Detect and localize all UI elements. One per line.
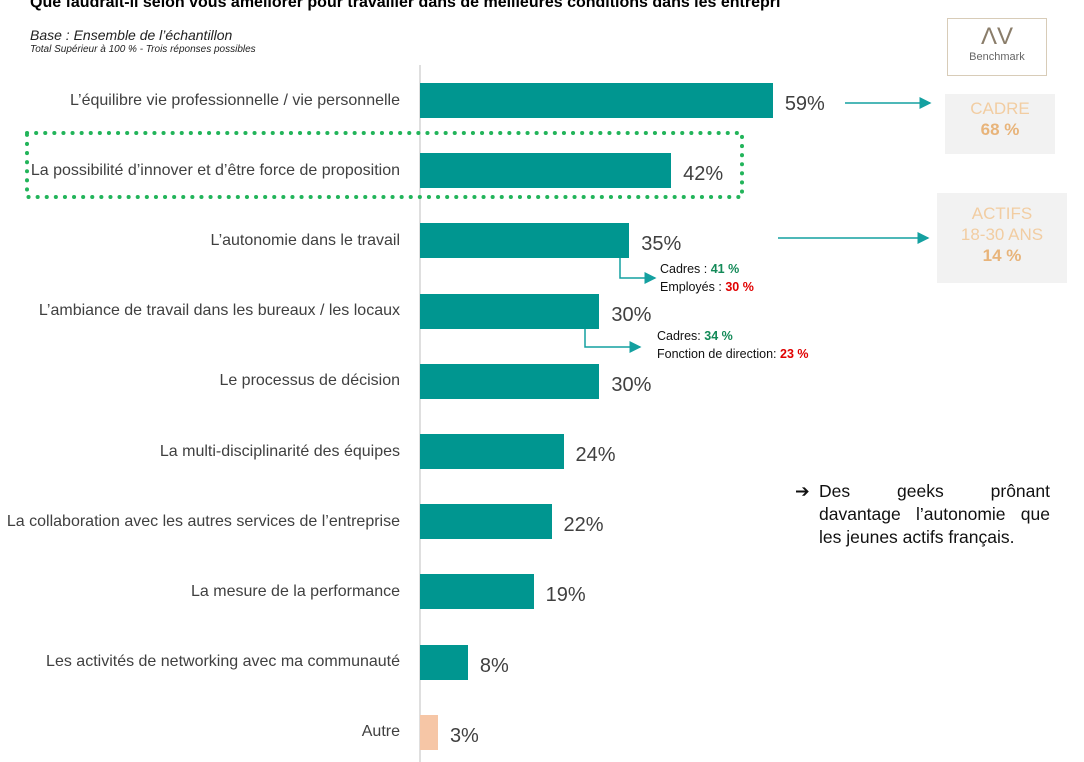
comment-text: Des geeks prônant davantage l’autonomie … — [819, 481, 1050, 547]
category-label: Le processus de décision — [219, 372, 400, 390]
value-label: 59% — [784, 93, 825, 115]
breakdown-value: 41 % — [710, 262, 740, 276]
category-label: La collaboration avec les autres service… — [6, 512, 400, 530]
bar — [420, 644, 468, 680]
bar — [420, 363, 600, 399]
value-label: 35% — [641, 233, 682, 256]
breakdown: Cadres : 41 % Employés : 30 % — [660, 260, 754, 296]
callout-subtitle: 18-30 ANS — [960, 225, 1044, 244]
bar — [420, 574, 534, 610]
category-label: Autre — [361, 723, 400, 741]
value-label: 22% — [563, 514, 604, 537]
bar — [420, 153, 672, 189]
bar — [420, 714, 438, 750]
callout-value: 14 % — [982, 246, 1022, 265]
callout: CADRE 68 % — [945, 94, 1055, 154]
breakdown: Cadres: 34 % Fonction de direction: 23 % — [657, 327, 809, 363]
bar — [420, 83, 773, 118]
value-label: 30% — [611, 303, 652, 326]
callout-title: CADRE — [970, 99, 1030, 118]
category-label: La multi-disciplinarité des équipes — [159, 442, 400, 460]
breakdown-label: Cadres: — [657, 329, 705, 343]
breakdown-value: 30 % — [725, 280, 754, 294]
value-label: 3% — [449, 724, 479, 747]
bar — [420, 223, 630, 259]
category-label: La possibilité d’innover et d’être force… — [30, 161, 400, 179]
value-label: 30% — [611, 373, 652, 396]
breakdown-label: Employés : — [660, 280, 726, 294]
value-label: 42% — [683, 163, 724, 186]
value-label: 19% — [545, 584, 586, 607]
callout-value: 68 % — [980, 120, 1020, 139]
breakdown-value: 34 % — [704, 329, 733, 343]
note: Total Supérieur à 100 % - Trois réponses… — [30, 44, 256, 55]
arrow — [584, 326, 642, 353]
bar — [420, 434, 564, 469]
logo-mark: ΛV — [980, 23, 1014, 50]
category-label: La mesure de la performance — [191, 582, 400, 600]
value-label: 8% — [479, 654, 509, 677]
comment: ➔ Des geeks prônant davantage l’autonomie… — [795, 481, 1050, 547]
category-label: L’équilibre vie professionnelle / vie pe… — [70, 91, 400, 109]
highlight-box — [25, 131, 744, 199]
logo-label: Benchmark — [969, 51, 1025, 63]
callout: ACTIFS 18-30 ANS 14 % — [937, 193, 1067, 283]
title: Que faudrait-il selon vous améliorer pou… — [30, 0, 781, 11]
category-label: L’autonomie dans le travail — [210, 231, 400, 249]
breakdown-label: Cadres : — [660, 262, 711, 276]
breakdown-value: 23 % — [780, 347, 809, 361]
bar — [420, 293, 600, 329]
arrow — [619, 256, 657, 284]
bar — [420, 504, 552, 540]
base: Base : Ensemble de l’échantillon — [30, 27, 233, 43]
callout-title: ACTIFS — [971, 204, 1033, 223]
category-label: L’ambiance de travail dans les bureaux /… — [38, 302, 400, 320]
breakdown-label: Fonction de direction: — [657, 347, 780, 361]
value-label: 24% — [575, 444, 616, 466]
logo: ΛV Benchmark — [947, 18, 1047, 76]
category-label: Les activités de networking avec ma comm… — [46, 653, 400, 671]
